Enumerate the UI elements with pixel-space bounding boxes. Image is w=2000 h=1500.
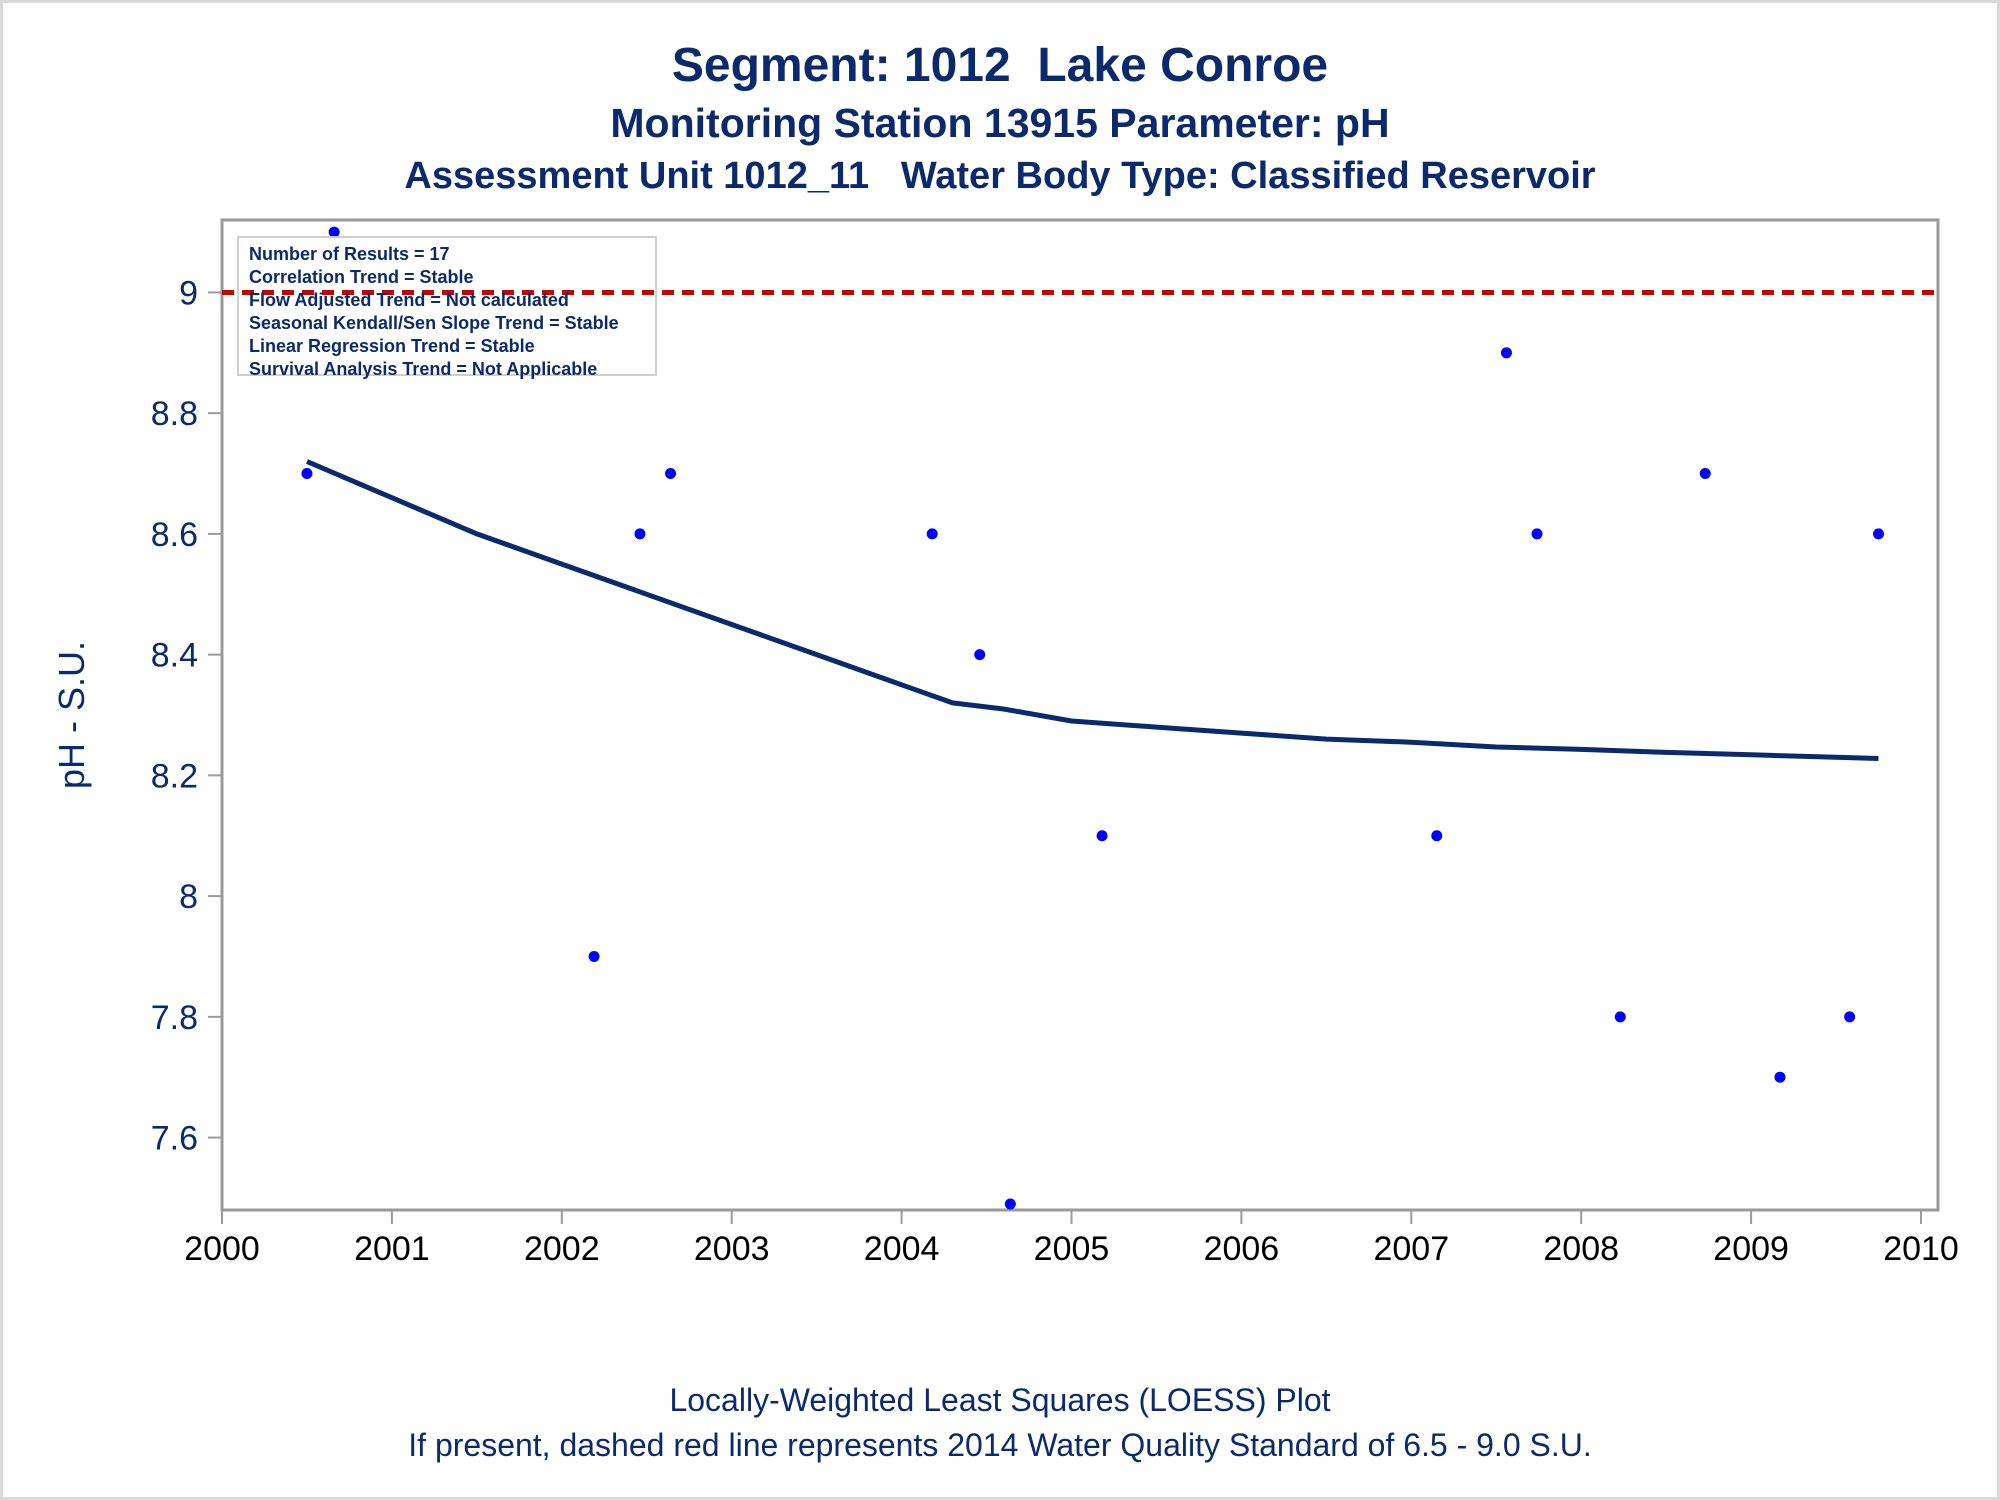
x-tick-label-2004: 2004 (864, 1230, 940, 1268)
y-tick-label-5: 8.6 (151, 516, 198, 554)
data-point-13 (1614, 1011, 1626, 1023)
y-tick-label-7: 9 (179, 274, 198, 312)
footnote-standard: If present, dashed red line represents 2… (408, 1427, 1592, 1463)
plot-border (220, 218, 1940, 1212)
data-point-8 (1004, 1198, 1016, 1210)
stats-correlation-trend: Correlation Trend = Stable (249, 267, 474, 287)
x-tick-label-2002: 2002 (524, 1230, 600, 1268)
data-point-14 (1699, 468, 1711, 480)
stats-number-of-results: Number of Results = 17 (249, 244, 450, 264)
data-point-11 (1500, 347, 1512, 359)
chart-subtitle-station: Monitoring Station 13915 Parameter: pH (610, 100, 1390, 146)
loess-curve (306, 459, 1879, 761)
y-tick-label-1: 7.8 (151, 999, 198, 1037)
trend-stats-box: Number of Results = 17 Correlation Trend… (237, 236, 657, 379)
x-tick-label-2006: 2006 (1204, 1230, 1280, 1268)
x-tick-label-2007: 2007 (1373, 1230, 1449, 1268)
x-tick-label-2001: 2001 (354, 1230, 430, 1268)
data-point-9 (1096, 830, 1108, 842)
stats-survival-analysis-trend: Survival Analysis Trend = Not Applicable (249, 359, 598, 379)
data-point-17 (1873, 528, 1885, 540)
x-tick-label-2005: 2005 (1034, 1230, 1110, 1268)
y-tick-label-2: 8 (179, 878, 198, 916)
stats-seasonal-kendall-trend: Seasonal Kendall/Sen Slope Trend = Stabl… (249, 313, 619, 333)
data-point-12 (1531, 528, 1543, 540)
data-point-4 (634, 528, 646, 540)
stats-flow-adjusted-trend: Flow Adjusted Trend = Not calculated (249, 290, 569, 310)
y-tick-label-6: 8.8 (151, 395, 198, 433)
chart-subtitle-assessment: Assessment Unit 1012_11 Water Body Type:… (404, 155, 1596, 197)
x-tick-label-2008: 2008 (1543, 1230, 1619, 1268)
data-point-6 (926, 528, 938, 540)
data-point-1 (301, 468, 313, 480)
x-tick-label-2009: 2009 (1713, 1230, 1789, 1268)
x-tick-label-2010: 2010 (1883, 1230, 1959, 1268)
y-tick-label-4: 8.4 (151, 637, 198, 675)
x-tick-label-2000: 2000 (184, 1230, 260, 1268)
data-point-5 (665, 468, 677, 480)
data-point-7 (974, 649, 986, 661)
y-tick-label-3: 8.2 (151, 757, 198, 795)
data-point-16 (1844, 1011, 1856, 1023)
y-tick-label-0: 7.6 (151, 1120, 198, 1158)
data-point-15 (1774, 1071, 1786, 1083)
data-point-10 (1431, 830, 1443, 842)
footnote-plot-type: Locally-Weighted Least Squares (LOESS) P… (669, 1382, 1331, 1418)
chart-title: Segment: 1012 Lake Conroe (671, 39, 1329, 92)
x-tick-label-2003: 2003 (694, 1230, 770, 1268)
stats-linear-regression-trend: Linear Regression Trend = Stable (249, 336, 535, 356)
data-point-3 (588, 950, 600, 962)
data-point-2 (328, 226, 340, 238)
